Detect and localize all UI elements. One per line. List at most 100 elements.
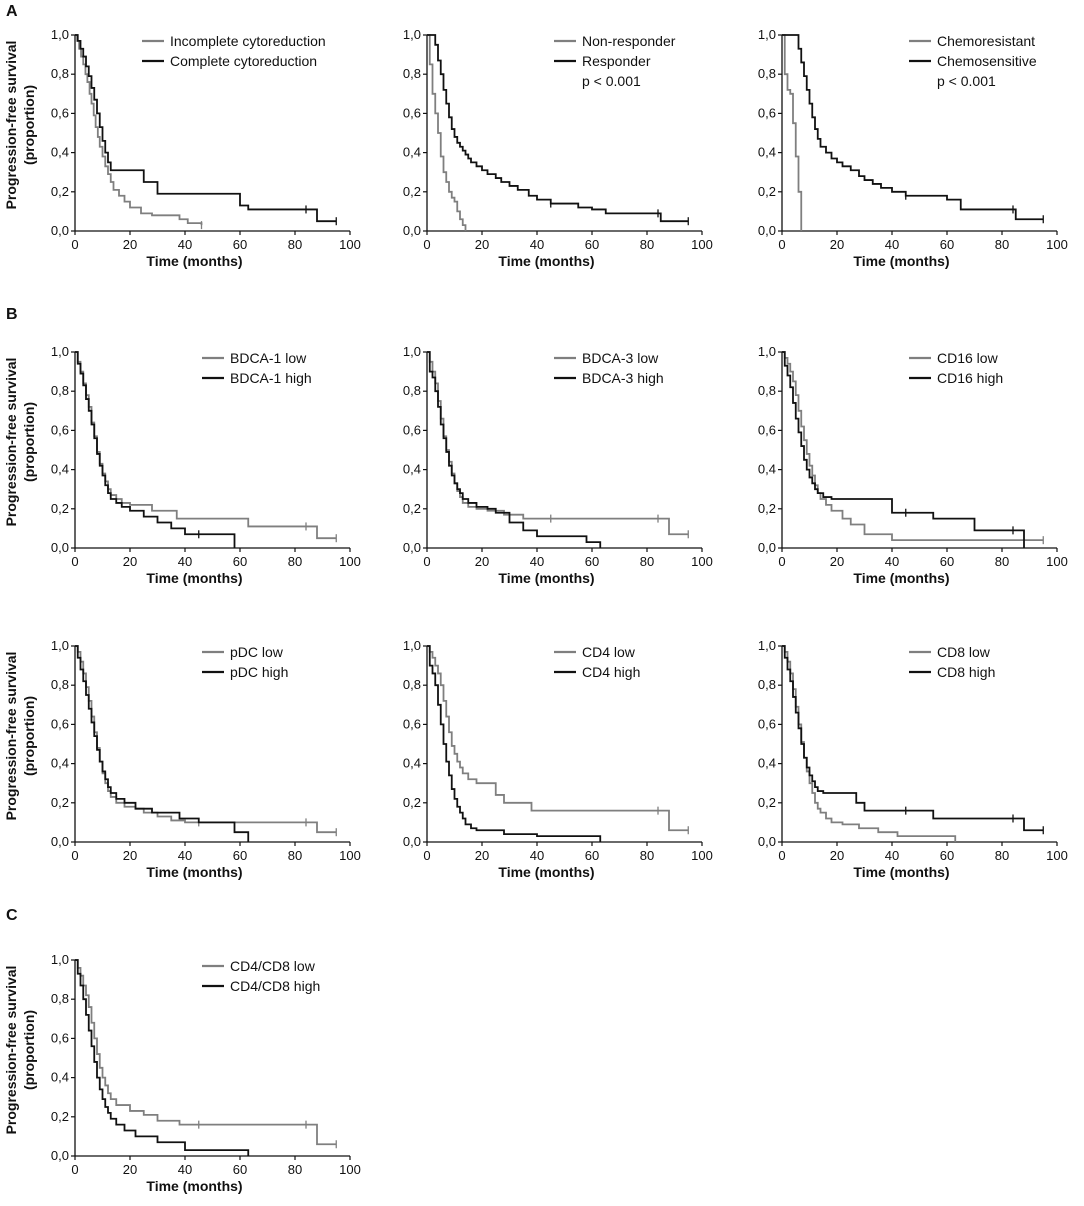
x-axis-title: Time (months): [498, 570, 594, 586]
y-tick-label: 0,2: [51, 501, 69, 516]
km-curve-low: [782, 351, 1044, 542]
km-curve-high: [75, 645, 250, 842]
x-tick-label: 100: [339, 237, 361, 252]
y-tick-label: 0,0: [51, 223, 69, 238]
x-tick-label: 60: [233, 554, 247, 569]
x-tick-label: 100: [339, 554, 361, 569]
km-plot-2: 0,0 0,2 0,4 0,6 0,8 1,0 0 20 40 60 80 100 Time (mont…: [403, 27, 713, 269]
x-tick-label: 0: [71, 848, 78, 863]
y-tick-label: 0,8: [758, 383, 776, 398]
y-tick-label: 0,6: [403, 422, 421, 437]
y-tick-label: 0,8: [758, 66, 776, 81]
y-tick-label: 0,0: [758, 834, 776, 849]
x-tick-label: 20: [830, 554, 844, 569]
km-curve-high: [782, 645, 1044, 832]
x-tick-label: 100: [691, 554, 713, 569]
y-tick-label: 0,4: [51, 1070, 69, 1085]
legend-label: Chemoresistant: [937, 33, 1035, 49]
x-tick-label: 40: [178, 237, 192, 252]
x-tick-label: 60: [585, 237, 599, 252]
legend-label: pDC low: [230, 644, 284, 660]
y-tick-label: 0,6: [758, 716, 776, 731]
x-tick-label: 60: [940, 237, 954, 252]
x-tick-label: 0: [423, 237, 430, 252]
km-curve-high: [427, 34, 689, 223]
y-tick-label: 1,0: [51, 638, 69, 653]
x-tick-label: 40: [530, 237, 544, 252]
x-tick-label: 80: [288, 848, 302, 863]
x-tick-label: 40: [885, 848, 899, 863]
x-tick-label: 0: [423, 848, 430, 863]
x-tick-label: 60: [233, 848, 247, 863]
y-tick-label: 1,0: [403, 27, 421, 42]
y-tick-label: 0,6: [51, 1030, 69, 1045]
km-curve-high: [75, 959, 250, 1156]
x-axis-title: Time (months): [146, 1178, 242, 1194]
legend-label: BDCA-3 low: [582, 350, 659, 366]
x-tick-label: 80: [288, 237, 302, 252]
p-value-annotation: p < 0.001: [937, 73, 996, 89]
x-tick-label: 100: [339, 1162, 361, 1177]
legend-label: Non-responder: [582, 33, 676, 49]
x-tick-label: 80: [995, 237, 1009, 252]
y-tick-label: 0,0: [758, 540, 776, 555]
legend-label: Incomplete cytoreduction: [170, 33, 326, 49]
x-tick-label: 20: [830, 237, 844, 252]
plots-layer: 0,0 0,2 0,4 0,6 0,8 1,0 0 20 40 60 80 100 Time (mont…: [3, 27, 1068, 1194]
km-plot-8: 0,0 0,2 0,4 0,6 0,8 1,0 0 20 40 60 80 100 Time (mont…: [403, 638, 713, 880]
x-tick-label: 20: [123, 848, 137, 863]
x-tick-label: 40: [178, 848, 192, 863]
x-tick-label: 20: [123, 554, 137, 569]
x-tick-label: 100: [1046, 848, 1068, 863]
x-tick-label: 80: [288, 1162, 302, 1177]
y-tick-label: 1,0: [403, 344, 421, 359]
x-tick-label: 0: [71, 1162, 78, 1177]
x-tick-label: 0: [778, 554, 785, 569]
km-curve-high: [75, 34, 337, 223]
y-tick-label: 1,0: [403, 638, 421, 653]
x-axis-title: Time (months): [853, 864, 949, 880]
y-tick-label: 0,2: [758, 795, 776, 810]
x-tick-label: 80: [995, 554, 1009, 569]
x-tick-label: 80: [640, 237, 654, 252]
km-curve-low: [782, 34, 803, 231]
km-plot-5: 0,0 0,2 0,4 0,6 0,8 1,0 0 20 40 60 80 100 Time (mont…: [403, 344, 713, 586]
km-plot-7: 0,0 0,2 0,4 0,6 0,8 1,0 0 20 40 60 80 100 Time (mont…: [3, 638, 361, 880]
x-axis-title: Time (months): [498, 864, 594, 880]
y-tick-label: 0,4: [758, 145, 776, 160]
km-plot-6: 0,0 0,2 0,4 0,6 0,8 1,0 0 20 40 60 80 100 Time (mont…: [758, 344, 1068, 586]
y-axis-title: Progression-free survival: [3, 41, 19, 210]
km-curve-high: [427, 645, 602, 842]
legend-label: CD4 low: [582, 644, 636, 660]
y-tick-label: 0,6: [51, 105, 69, 120]
x-tick-label: 60: [585, 554, 599, 569]
km-curve-high: [782, 351, 1025, 548]
y-tick-label: 1,0: [758, 638, 776, 653]
km-curve-high: [782, 34, 1044, 221]
km-plot-9: 0,0 0,2 0,4 0,6 0,8 1,0 0 20 40 60 80 100 Time (mont…: [758, 638, 1068, 880]
legend-label: Chemosensitive: [937, 53, 1037, 69]
legend-label: BDCA-3 high: [582, 370, 664, 386]
y-tick-label: 0,0: [51, 834, 69, 849]
km-curve-low: [75, 645, 337, 834]
x-tick-label: 100: [339, 848, 361, 863]
legend-label: CD8 low: [937, 644, 991, 660]
y-tick-label: 1,0: [51, 952, 69, 967]
y-tick-label: 0,0: [51, 1148, 69, 1163]
y-tick-label: 0,4: [51, 462, 69, 477]
x-axis-title: Time (months): [853, 570, 949, 586]
km-plot-3: 0,0 0,2 0,4 0,6 0,8 1,0 0 20 40 60 80 100 Time (mont…: [758, 27, 1068, 269]
x-tick-label: 80: [288, 554, 302, 569]
y-tick-label: 0,2: [403, 501, 421, 516]
y-tick-label: 0,4: [403, 462, 421, 477]
y-tick-label: 0,6: [403, 105, 421, 120]
y-tick-label: 1,0: [51, 344, 69, 359]
km-plot-4: 0,0 0,2 0,4 0,6 0,8 1,0 0 20 40 60 80 100 Time (mont…: [3, 344, 361, 586]
y-tick-label: 0,2: [51, 795, 69, 810]
x-axis-title: Time (months): [146, 864, 242, 880]
legend-label: Complete cytoreduction: [170, 53, 317, 69]
km-curve-low: [427, 34, 467, 231]
y-tick-label: 0,2: [403, 795, 421, 810]
y-tick-label: 0,6: [51, 716, 69, 731]
legend-label: pDC high: [230, 664, 288, 680]
